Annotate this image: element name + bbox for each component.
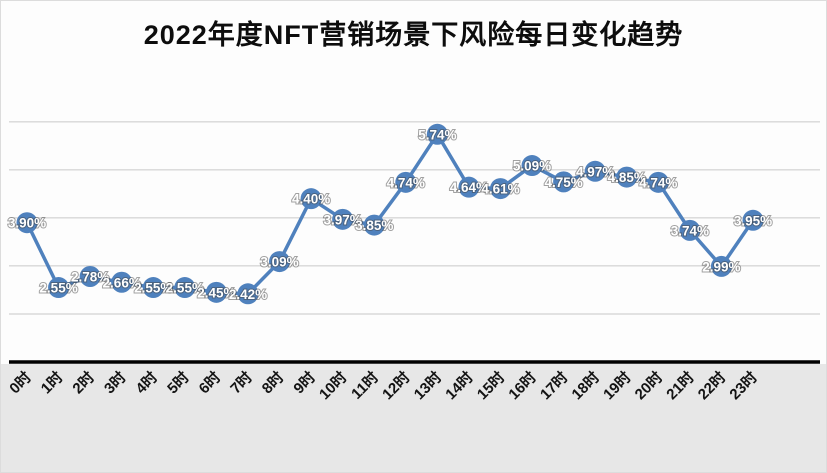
data-point xyxy=(616,166,638,188)
series-line xyxy=(25,132,755,296)
data-label: 3.97% xyxy=(324,212,362,227)
data-point xyxy=(16,212,38,234)
data-label: 5.09% xyxy=(513,159,551,174)
data-label: 4.64% xyxy=(450,180,488,195)
data-point xyxy=(48,277,70,299)
data-label: 4.97% xyxy=(576,164,614,179)
data-point xyxy=(79,265,101,287)
data-point xyxy=(742,209,764,231)
data-label: 4.74% xyxy=(387,175,425,190)
data-point xyxy=(269,251,291,273)
data-label: 2.42% xyxy=(229,287,267,302)
data-point xyxy=(426,123,448,145)
data-point xyxy=(111,271,133,293)
data-label: 4.74% xyxy=(639,175,677,190)
data-label: 4.85% xyxy=(608,170,646,185)
data-point xyxy=(237,283,259,305)
data-label: 2.78% xyxy=(71,269,109,284)
data-point xyxy=(458,176,480,198)
data-point xyxy=(142,277,164,299)
data-label: 2.55% xyxy=(166,281,204,296)
x-axis-label-band xyxy=(1,364,826,472)
data-point xyxy=(332,208,354,230)
data-point xyxy=(205,281,227,303)
data-point xyxy=(489,178,511,200)
data-point xyxy=(710,255,732,277)
chart-title: 2022年度NFT营销场景下风险每日变化趋势 xyxy=(143,20,684,50)
data-point xyxy=(363,214,385,236)
data-label: 3.90% xyxy=(8,216,46,231)
data-point xyxy=(584,160,606,182)
data-point xyxy=(679,219,701,241)
data-label: 5.74% xyxy=(418,127,456,142)
data-point xyxy=(647,171,669,193)
data-point xyxy=(521,155,543,177)
data-point xyxy=(553,171,575,193)
data-point xyxy=(174,277,196,299)
data-label: 2.99% xyxy=(702,259,740,274)
data-label: 3.09% xyxy=(260,255,298,270)
data-label: 4.40% xyxy=(292,192,330,207)
data-label: 4.61% xyxy=(481,182,519,197)
data-label: 2.55% xyxy=(39,281,77,296)
data-point xyxy=(395,171,417,193)
data-label: 3.74% xyxy=(671,223,709,238)
data-point xyxy=(300,188,322,210)
data-label: 3.95% xyxy=(734,213,772,228)
data-label: 2.66% xyxy=(103,275,141,290)
data-label: 3.85% xyxy=(355,218,393,233)
data-label: 2.55% xyxy=(134,281,172,296)
data-label: 2.45% xyxy=(197,285,235,300)
data-label: 4.75% xyxy=(544,175,582,190)
